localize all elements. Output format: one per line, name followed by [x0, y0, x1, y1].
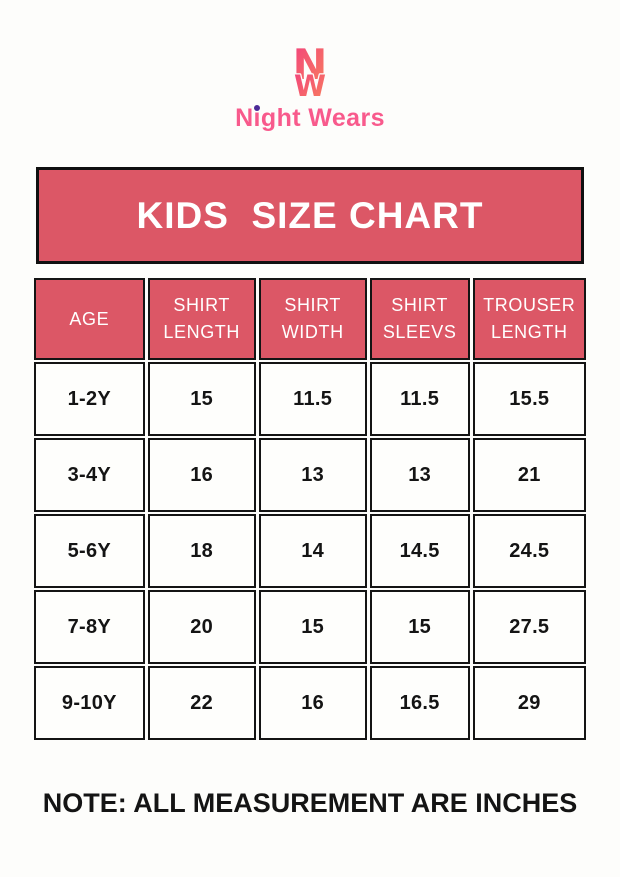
nw-monogram-icon: N W: [293, 44, 328, 102]
shirt-length-cell: 15: [147, 362, 256, 436]
shirt-width-cell: 14: [258, 514, 367, 588]
column-header-shirt-length: SHIRT LENGTH: [147, 278, 256, 360]
i-dot-accent: [254, 105, 261, 111]
shirt-width-cell: 11.5: [258, 362, 367, 436]
table-row: 5-6Y 18 14 14.5 24.5: [34, 514, 586, 588]
shirt-sleeves-cell: 13: [369, 438, 470, 512]
column-header-trouser-length: TROUSER LENGTH: [472, 278, 586, 360]
measurement-note: NOTE: ALL MEASUREMENT ARE INCHES: [42, 788, 578, 818]
shirt-sleeves-cell: 14.5: [369, 514, 470, 588]
table-row: 9-10Y 22 16 16.5 29: [34, 666, 586, 740]
size-chart-table: AGE SHIRT LENGTH SHIRT WIDTH SHIRT SLEEV…: [31, 276, 589, 742]
brand-logo: N W Night Wears: [0, 0, 620, 133]
shirt-length-cell: 18: [147, 514, 256, 588]
shirt-width-cell: 16: [258, 666, 367, 740]
shirt-length-cell: 22: [147, 666, 256, 740]
shirt-sleeves-cell: 16.5: [369, 666, 470, 740]
trouser-length-cell: 21: [472, 438, 586, 512]
trouser-length-cell: 24.5: [472, 514, 586, 588]
title-banner: KIDS SIZE CHART: [36, 167, 584, 264]
table-header-row: AGE SHIRT LENGTH SHIRT WIDTH SHIRT SLEEV…: [34, 278, 586, 360]
column-header-shirt-sleeves: SHIRT SLEEVS: [369, 278, 470, 360]
brand-wordmark: Night Wears: [235, 104, 385, 133]
column-header-age: AGE: [34, 278, 145, 360]
trouser-length-cell: 29: [472, 666, 586, 740]
age-cell: 5-6Y: [34, 514, 145, 588]
age-cell: 3-4Y: [34, 438, 145, 512]
table-row: 3-4Y 16 13 13 21: [34, 438, 586, 512]
age-cell: 7-8Y: [34, 590, 145, 664]
shirt-width-cell: 15: [258, 590, 367, 664]
table-row: 1-2Y 15 11.5 11.5 15.5: [34, 362, 586, 436]
page-title: KIDS SIZE CHART: [136, 194, 484, 236]
monogram-n-letter: N: [293, 44, 328, 89]
trouser-length-cell: 15.5: [472, 362, 586, 436]
monogram-w-letter: W: [294, 69, 326, 102]
brand-name-text: Night Wears: [235, 104, 385, 132]
table-row: 7-8Y 20 15 15 27.5: [34, 590, 586, 664]
age-cell: 1-2Y: [34, 362, 145, 436]
age-cell: 9-10Y: [34, 666, 145, 740]
shirt-sleeves-cell: 15: [369, 590, 470, 664]
shirt-width-cell: 13: [258, 438, 367, 512]
trouser-length-cell: 27.5: [472, 590, 586, 664]
shirt-length-cell: 20: [147, 590, 256, 664]
shirt-sleeves-cell: 11.5: [369, 362, 470, 436]
column-header-shirt-width: SHIRT WIDTH: [258, 278, 367, 360]
shirt-length-cell: 16: [147, 438, 256, 512]
